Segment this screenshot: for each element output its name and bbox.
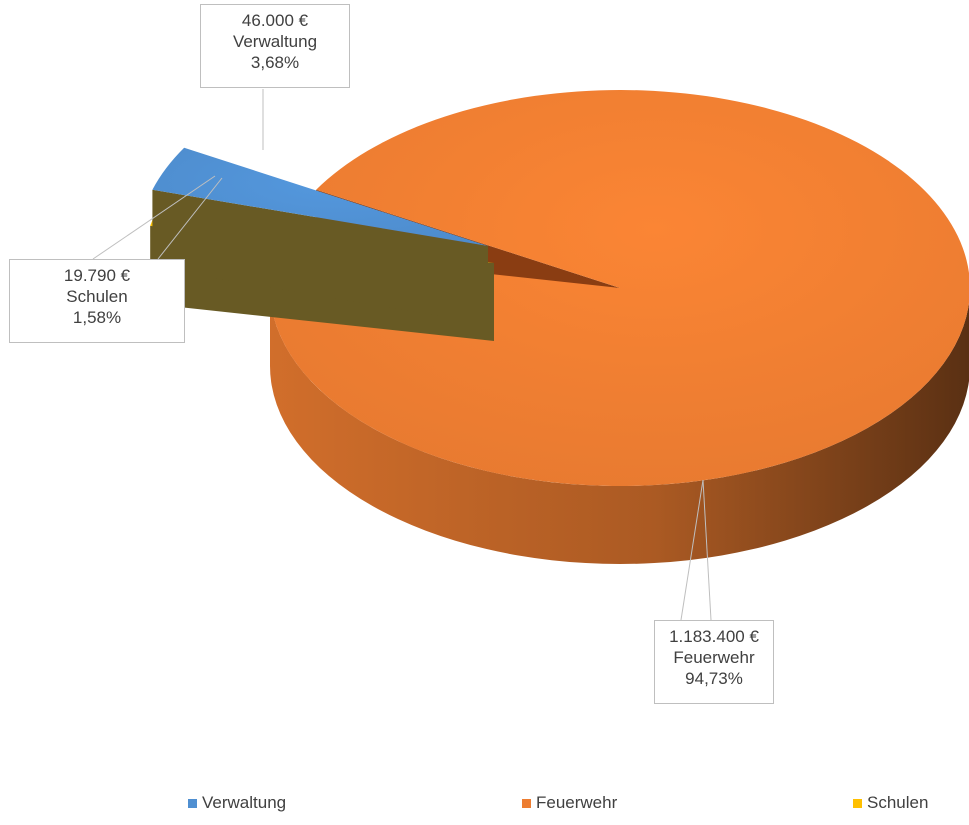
legend-swatch-feuerwehr <box>522 798 531 808</box>
leader-feuerwehr <box>680 479 704 621</box>
legend-swatch-schulen <box>853 798 862 808</box>
legend-item-verwaltung: Verwaltung <box>188 793 286 813</box>
chart-legend: Verwaltung Feuerwehr Schulen <box>0 793 969 817</box>
legend-swatch-verwaltung <box>188 798 197 808</box>
label-feuerwehr-name: Feuerwehr <box>673 648 755 667</box>
legend-label-feuerwehr: Feuerwehr <box>536 793 618 812</box>
legend-label-verwaltung: Verwaltung <box>202 793 287 812</box>
pie-top-feuerwehr <box>270 90 969 486</box>
leader-feuerwehr-2 <box>702 479 712 621</box>
leader-schulen-2 <box>157 177 223 260</box>
legend-label-schulen: Schulen <box>867 793 929 812</box>
pie-slice-verwaltung <box>152 147 488 324</box>
label-feuerwehr: 1.183.400 € Feuerwehr 94,73% <box>654 620 774 704</box>
label-verwaltung-value: 46.000 € <box>241 11 309 30</box>
label-verwaltung-name: Verwaltung <box>232 32 318 51</box>
label-schulen: 19.790 € Schulen 1,58% <box>9 259 185 343</box>
leader-schulen <box>92 175 216 260</box>
pie-cut-verwaltung <box>152 189 488 324</box>
label-verwaltung: 46.000 € Verwaltung 3,68% <box>200 4 350 88</box>
label-verwaltung-percent: 3,68% <box>250 53 300 72</box>
pie-side-feuerwehr <box>270 288 969 564</box>
label-schulen-percent: 1,58% <box>72 308 122 327</box>
legend-item-feuerwehr: Feuerwehr <box>522 793 617 813</box>
legend-item-schulen: Schulen <box>853 793 928 813</box>
label-schulen-value: 19.790 € <box>63 266 131 285</box>
label-schulen-name: Schulen <box>66 287 128 306</box>
label-feuerwehr-value: 1.183.400 € <box>669 627 759 646</box>
label-feuerwehr-percent: 94,73% <box>685 669 743 688</box>
pie-top-verwaltung <box>152 147 488 246</box>
